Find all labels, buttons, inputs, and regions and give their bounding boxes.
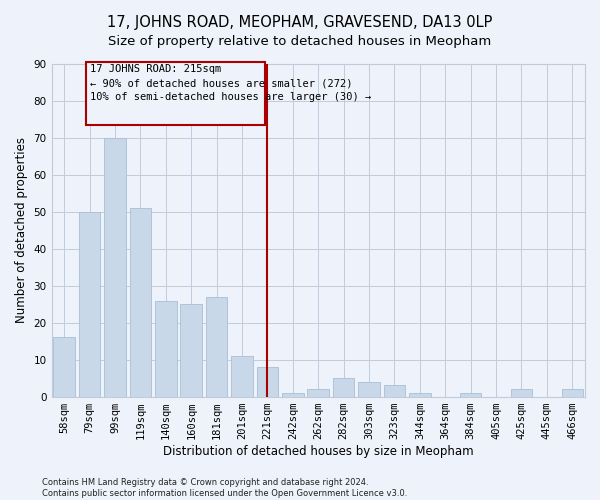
Bar [155,300,176,396]
Bar [460,393,481,396]
Bar [130,208,151,396]
Bar [231,356,253,397]
X-axis label: Distribution of detached houses by size in Meopham: Distribution of detached houses by size … [163,444,473,458]
Bar [307,389,329,396]
Bar [206,297,227,396]
Y-axis label: Number of detached properties: Number of detached properties [15,138,28,324]
Bar [511,389,532,396]
Bar [383,386,405,396]
Bar [104,138,126,396]
FancyBboxPatch shape [86,62,265,125]
Bar [333,378,355,396]
Bar [181,304,202,396]
Bar [79,212,100,396]
Text: 17 JOHNS ROAD: 215sqm
← 90% of detached houses are smaller (272)
10% of semi-det: 17 JOHNS ROAD: 215sqm ← 90% of detached … [89,64,371,102]
Bar [282,393,304,396]
Bar [53,338,75,396]
Bar [257,367,278,396]
Text: Contains HM Land Registry data © Crown copyright and database right 2024.
Contai: Contains HM Land Registry data © Crown c… [42,478,407,498]
Bar [562,389,583,396]
Bar [409,393,431,396]
Text: Size of property relative to detached houses in Meopham: Size of property relative to detached ho… [109,35,491,48]
Bar [358,382,380,396]
Text: 17, JOHNS ROAD, MEOPHAM, GRAVESEND, DA13 0LP: 17, JOHNS ROAD, MEOPHAM, GRAVESEND, DA13… [107,15,493,30]
